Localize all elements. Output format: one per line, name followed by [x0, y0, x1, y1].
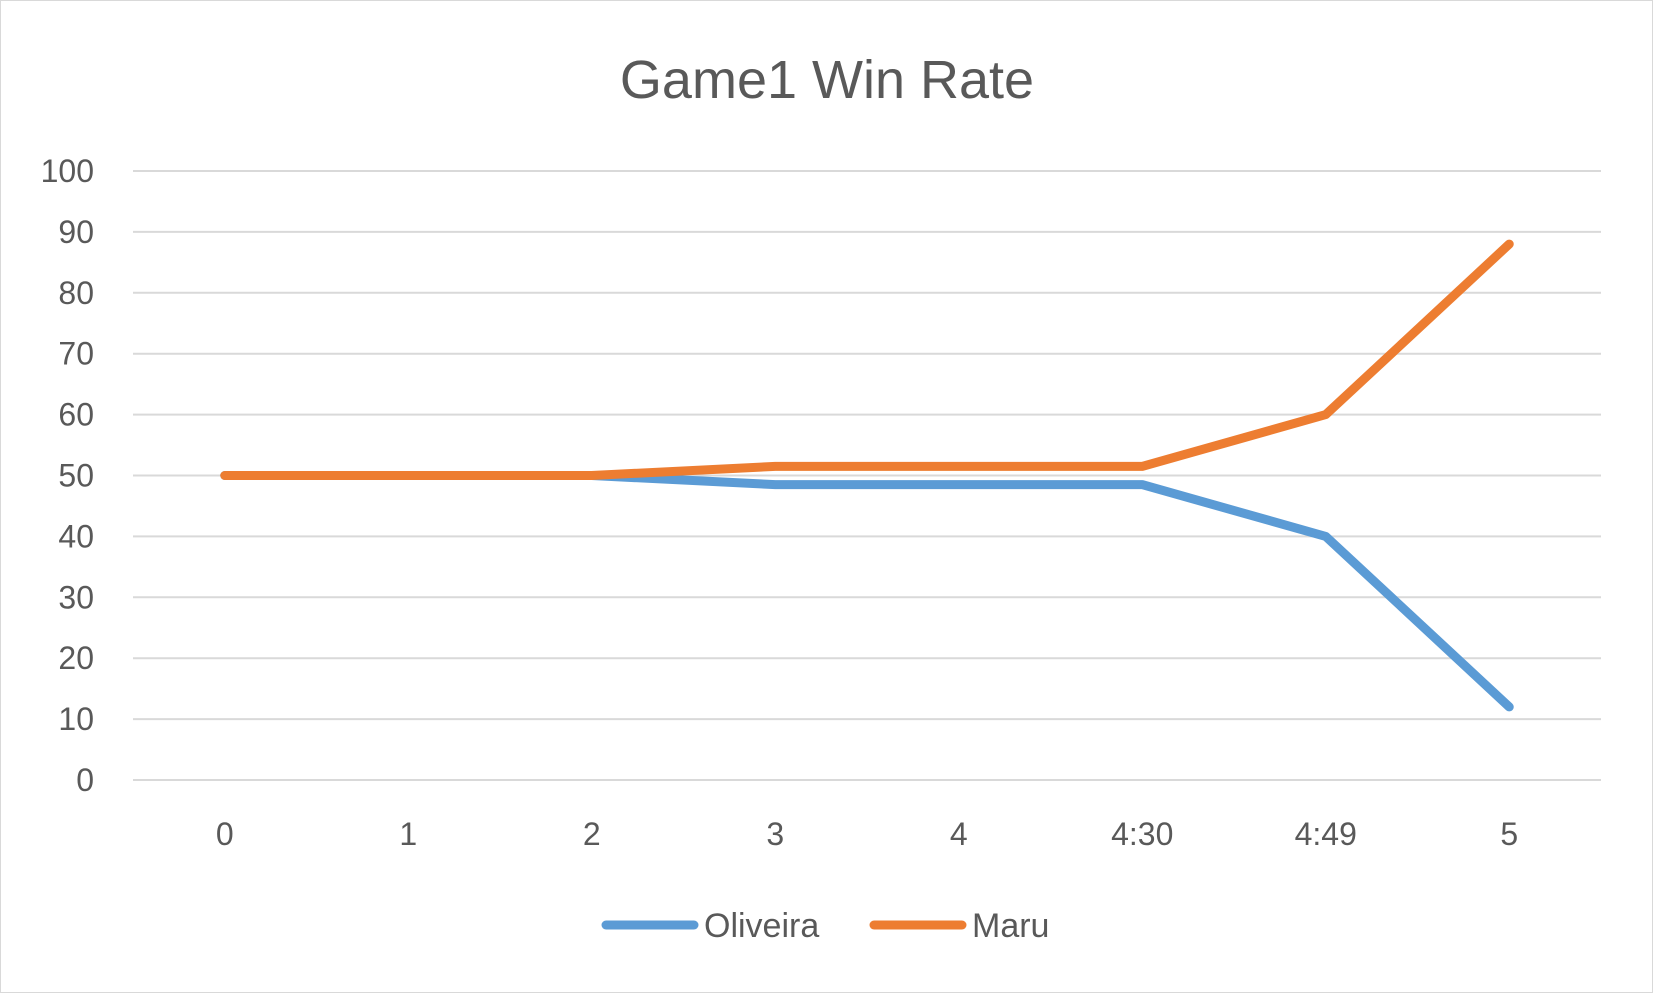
- x-tick-label: 1: [399, 816, 417, 852]
- y-tick-label: 0: [76, 762, 94, 798]
- y-tick-label: 30: [58, 579, 94, 615]
- x-tick-label: 0: [216, 816, 234, 852]
- y-axis-ticks: 0 10 20 30 40 50 60 70 80 90 100: [41, 153, 94, 798]
- series-line-maru: [220, 239, 1514, 480]
- y-tick-label: 50: [58, 458, 94, 494]
- y-tick-label: 20: [58, 640, 94, 676]
- chart-title: Game1 Win Rate: [620, 50, 1034, 110]
- y-tick-label: 80: [58, 275, 94, 311]
- y-tick-label: 100: [41, 153, 94, 189]
- x-tick-label: 2: [583, 816, 601, 852]
- x-tick-label: 3: [766, 816, 784, 852]
- y-tick-label: 10: [58, 701, 94, 737]
- x-tick-label: 5: [1500, 816, 1518, 852]
- x-tick-label: 4: [950, 816, 968, 852]
- legend: Oliveira Maru: [601, 907, 1049, 945]
- x-tick-label: 4:30: [1111, 816, 1173, 852]
- series-lines: [220, 239, 1514, 712]
- y-tick-label: 90: [58, 214, 94, 250]
- y-tick-label: 40: [58, 518, 94, 554]
- x-tick-label: 4:49: [1295, 816, 1357, 852]
- series-line-oliveira: [220, 471, 1514, 712]
- y-tick-label: 60: [58, 397, 94, 433]
- x-axis-ticks: 0 1 2 3 4 4:30 4:49 5: [216, 816, 1518, 852]
- legend-label: Maru: [972, 907, 1049, 945]
- y-tick-label: 70: [58, 336, 94, 372]
- legend-label: Oliveira: [704, 907, 819, 945]
